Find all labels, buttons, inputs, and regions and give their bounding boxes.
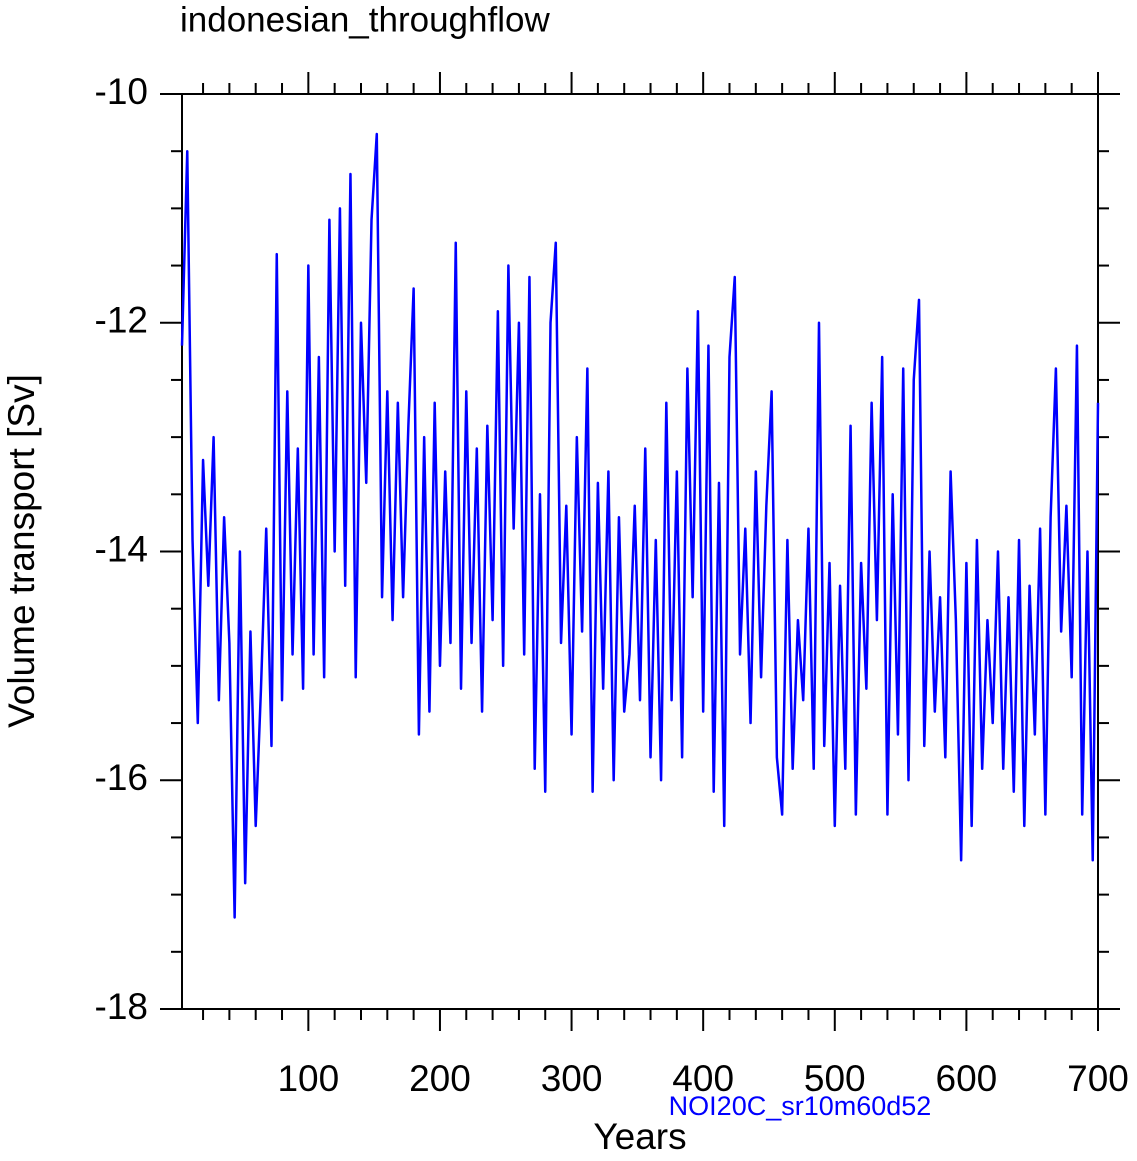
x-tick-label: 300 (541, 1058, 603, 1099)
x-tick-label: 700 (1067, 1058, 1129, 1099)
plot-frame (181, 93, 1099, 1010)
x-tick-label: 500 (804, 1058, 866, 1099)
y-axis-label: Volume transport [Sv] (1, 374, 42, 728)
data-line (180, 132, 1100, 919)
x-tick-label: 600 (936, 1058, 998, 1099)
x-axis-label: Years (593, 1116, 686, 1157)
y-tick-label: -14 (95, 528, 148, 569)
annotation: NOI20C_sr10m60d52 (669, 1091, 932, 1121)
x-tick-label: 100 (277, 1058, 339, 1099)
y-tick-label: -12 (95, 300, 148, 341)
x-tick-label: 400 (672, 1058, 734, 1099)
y-tick-label: -10 (95, 71, 148, 112)
y-tick-label: -16 (95, 757, 148, 798)
x-tick-label: 200 (409, 1058, 471, 1099)
chart-title: indonesian_throughflow (180, 0, 550, 39)
y-tick-label: -18 (95, 986, 148, 1027)
